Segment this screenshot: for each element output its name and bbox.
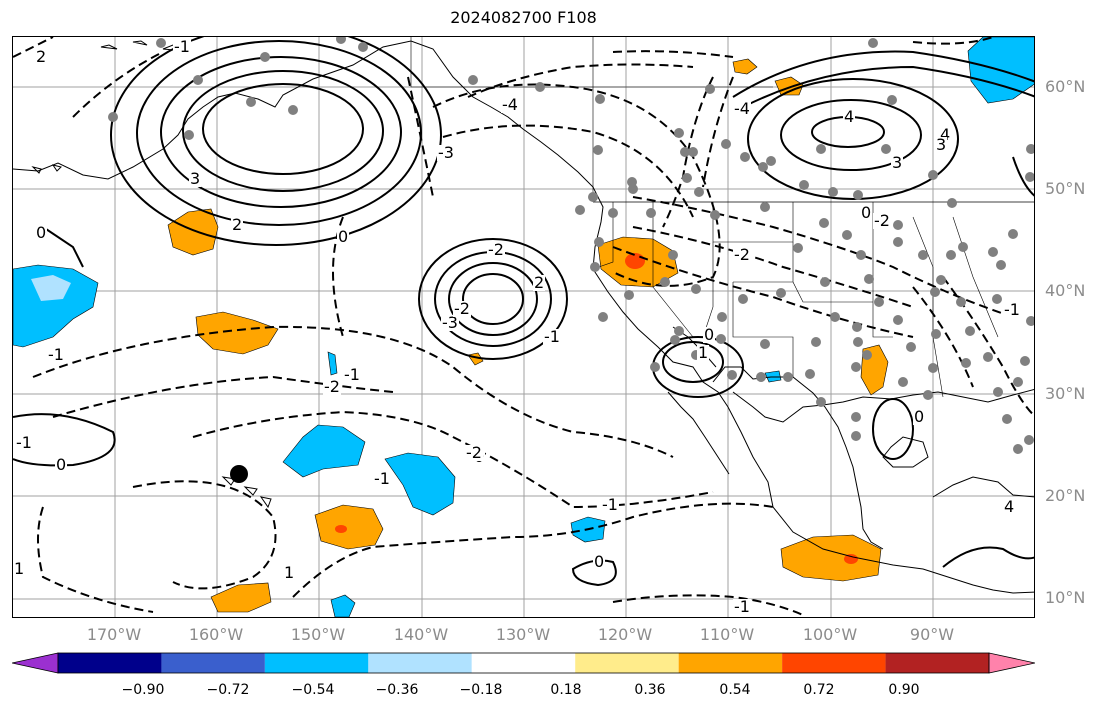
contour-label: 2 (35, 47, 48, 66)
colorbar-tick: −0.90 (121, 682, 165, 698)
contour-label: 3 (891, 153, 904, 172)
lat-label: 60°N (1045, 77, 1086, 96)
colorbar-segment (368, 653, 472, 673)
contour-label: 0 (35, 223, 48, 242)
lat-label: 10°N (1045, 588, 1086, 607)
colorbar (12, 652, 1035, 674)
contour-label: -1 (47, 345, 65, 364)
contour-label: 1 (13, 559, 26, 578)
lat-label: 50°N (1045, 179, 1086, 198)
map-panel: 2-1320-10-3-4-3-22-443-2-1-1-2-10-1101-1… (12, 36, 1035, 618)
contour-label: -1 (373, 469, 391, 488)
contour-label: -1 (15, 433, 33, 452)
contour-label: -4 (733, 99, 751, 118)
colorbar-tick: −0.18 (459, 682, 503, 698)
colorbar-tick: 0.90 (888, 682, 920, 698)
contour-label: -3 (437, 143, 455, 162)
colorbar-tick: −0.36 (375, 682, 419, 698)
lon-label: 160°W (188, 625, 244, 644)
colorbar-segment (471, 653, 576, 673)
contour-label: 0 (860, 203, 873, 222)
contour-label: -2 (487, 240, 505, 259)
colorbar-segment (782, 653, 886, 673)
lon-label: 120°W (597, 625, 653, 644)
contour-label: 0 (593, 552, 606, 571)
contour-label: 1 (283, 563, 296, 582)
contour-label: -4 (501, 95, 519, 114)
colorbar-segment (161, 653, 265, 673)
contour-label: -1 (1003, 300, 1021, 319)
contour-label: 0 (913, 407, 926, 426)
lon-label: 110°W (699, 625, 755, 644)
lon-label: 170°W (86, 625, 142, 644)
lat-label: 30°N (1045, 384, 1086, 403)
lat-label: 40°N (1045, 281, 1086, 300)
colorbar-tick: 0.18 (550, 682, 582, 698)
lon-label: 100°W (802, 625, 858, 644)
contour-label: 2 (231, 215, 244, 234)
contour-label: -1 (543, 327, 561, 346)
contour-label: 0 (337, 227, 350, 246)
contour-label: 3 (189, 169, 202, 188)
colorbar-tick: −0.72 (206, 682, 250, 698)
contour-label: -3 (441, 313, 459, 332)
station-dots (108, 37, 1034, 454)
contour-label: 0 (703, 325, 716, 344)
colorbar-segment (678, 653, 783, 673)
colorbar-tick: 0.72 (803, 682, 835, 698)
lon-label: 90°W (909, 625, 955, 644)
colorbar-tick: 0.36 (634, 682, 666, 698)
contour-label: 2 (533, 273, 546, 292)
colorbar-tick: 0.54 (719, 682, 751, 698)
contour-label: -1 (733, 597, 751, 616)
contour-label: -1 (601, 495, 619, 514)
map-canvas (13, 37, 1034, 617)
contour-label: -2 (323, 377, 341, 396)
contour-label: 4 (843, 107, 856, 126)
colorbar-extend-min (12, 652, 59, 674)
contour-label: 1 (697, 343, 710, 362)
lat-label: 20°N (1045, 486, 1086, 505)
colorbar-segment (575, 653, 679, 673)
lon-label: 130°W (495, 625, 551, 644)
colorbar-extend-max (988, 652, 1035, 674)
contour-label: -2 (873, 211, 891, 230)
contour-label: -2 (465, 443, 483, 462)
contour-label: 4 (1003, 497, 1016, 516)
contour-label: -1 (173, 37, 191, 56)
lon-label: 150°W (290, 625, 346, 644)
marker-dot (230, 465, 248, 483)
contour-label: -1 (343, 365, 361, 384)
colorbar-tick: −0.54 (291, 682, 335, 698)
lon-label: 140°W (393, 625, 449, 644)
dashed-contours (13, 37, 1034, 616)
colorbar-border (57, 652, 990, 674)
contour-label: 3 (935, 135, 948, 154)
graticule (13, 37, 1034, 617)
colorbar-segment (58, 653, 162, 673)
colorbar-segment (885, 653, 989, 673)
colorbar-segment (264, 653, 369, 673)
contour-label: -2 (733, 245, 751, 264)
solid-contours (13, 37, 1034, 587)
contour-label: 0 (55, 455, 68, 474)
map-title: 2024082700 F108 (450, 8, 597, 27)
contour-label: -2 (453, 299, 471, 318)
